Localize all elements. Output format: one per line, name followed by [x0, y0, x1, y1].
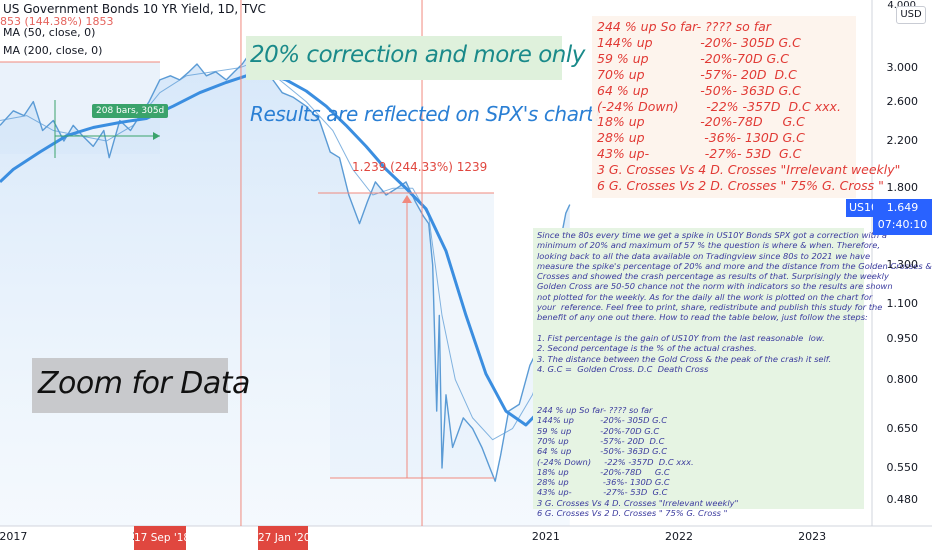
currency-badge[interactable]: USD: [896, 6, 926, 24]
note-line: looking back to all the data available o…: [537, 250, 871, 261]
price-tick-label: 0.550: [886, 460, 919, 474]
price-tick-label: 0.950: [886, 332, 919, 346]
zoom-text: Zoom for Data: [38, 366, 250, 401]
last-price-value: 1.649: [886, 201, 919, 214]
chart-title: US Government Bonds 10 YR Yield, 1D, TVC: [3, 2, 266, 16]
bars-label: 208 bars, 305d: [92, 104, 169, 118]
note-line: 144% up -20%- 305D G.C: [537, 415, 668, 426]
note-line: (-24% Down) -22% -357D D.C xxx.: [537, 456, 694, 467]
ma200-label: MA (200, close, 0): [3, 44, 103, 57]
note-line: 4. G.C = Golden Cross. D.C Death Cross: [537, 363, 709, 374]
headline-text: 20% correction and more only: [250, 42, 585, 68]
note-box[interactable]: [533, 228, 864, 509]
red-list-line: 3 G. Crosses Vs 4 D. Crosses "Irrelevant…: [597, 162, 901, 178]
note-line: [537, 395, 932, 405]
time-tick-label: 2022: [664, 530, 693, 543]
date-badge-1-text: 17 Sep '18: [134, 532, 191, 544]
note-line: 59 % up -20%-70D G.C: [537, 425, 660, 436]
note-line: 3. The distance between the Gold Cross &…: [537, 353, 832, 364]
price-tick-label: 0.800: [886, 372, 919, 386]
red-list-line: 144% up -20%- 305D G.C: [597, 34, 801, 50]
price-tick-label: 1.800: [886, 181, 919, 195]
price-tick-label: 1.300: [886, 258, 919, 272]
red-list-line: 28% up -36%- 130D G.C: [597, 130, 805, 146]
time-tick-label: 2023: [798, 530, 827, 543]
note-line: 70% up -57%- 20D D.C: [537, 435, 665, 446]
date-badge-2: 27 Jan '20: [258, 526, 311, 550]
red-list: 244 % up So far- ???? so far 144% up -20%…: [597, 19, 900, 194]
red-list-line: 18% up -20%-78D G.C: [597, 114, 805, 130]
note-line: Golden Cross are 50-50 chance not the no…: [537, 281, 893, 292]
ma50-value: 853 (144.38%) 1853: [0, 15, 114, 28]
time-tick-label: 2021: [531, 530, 560, 543]
red-list-line: 64 % up -50%- 363D G.C: [597, 82, 801, 98]
red-list-line: 244 % up So far- ???? so far: [597, 19, 771, 34]
note-line: 28% up -36%- 130D G.C: [537, 477, 670, 488]
note-line: benefit of any one out there. How to rea…: [537, 312, 868, 323]
date-badge-2-text: 27 Jan '20: [258, 532, 311, 544]
price-tick-label: 1.100: [886, 297, 919, 311]
note-line: minimum of 20% and maximum of 57 % the q…: [537, 240, 880, 251]
red-list-line: 6 G. Crosses Vs 2 D. Crosses " 75% G. Cr…: [597, 178, 884, 194]
note-line: 43% up- -27%- 53D G.C: [537, 487, 668, 498]
note-line: measure the spike's percentage of 20% an…: [537, 260, 932, 271]
note-line: 18% up -20%-78D G.C: [537, 466, 670, 477]
note-line: Crosses and showed the crash percentage …: [537, 271, 889, 282]
note-line: 3 G. Crosses Vs 4 D. Crosses "Irrelevant…: [537, 497, 739, 508]
last-price-label[interactable]: 1.649 07:40:10: [873, 199, 932, 235]
red-list-box[interactable]: [592, 16, 856, 198]
note-line: [537, 384, 932, 394]
price-tick-label: 0.650: [886, 421, 919, 435]
note-line: 244 % up So far- ???? so far: [537, 405, 653, 416]
note-line: [537, 323, 932, 333]
red-list-line: 59 % up -20%-70D G.C: [597, 50, 789, 66]
price-axis-panel[interactable]: [872, 0, 932, 526]
note-line: your reference. Feel free to print, shar…: [537, 302, 883, 313]
subheadline-text[interactable]: Results are reflected on SPX's chart!: [250, 102, 602, 126]
red-list-line: (-24% Down) -22% -357D D.C xxx.: [597, 98, 841, 114]
price-tick-label: 2.200: [886, 133, 919, 147]
note-line: 1. Fist percentage is the gain of US10Y …: [537, 332, 825, 343]
note-line: not plotted for the weekly. As for the d…: [537, 291, 873, 302]
headline-box[interactable]: [246, 36, 562, 80]
measure-arrow-head: [402, 195, 412, 203]
note-text: Since the 80s every time we get a spike …: [537, 230, 932, 518]
currency-text: USD: [900, 9, 922, 20]
ma50-label: MA (50, close, 0): [3, 26, 96, 39]
date-badge-1: 17 Sep '18: [134, 526, 190, 550]
price-series-line: [0, 51, 571, 482]
note-line: [537, 374, 932, 384]
time-tick-label: 2017: [0, 530, 28, 543]
zoom-box[interactable]: [32, 358, 228, 413]
price-tick-label: 3.000: [886, 60, 919, 74]
price-tick-label: 0.480: [886, 493, 919, 507]
price-tick-label: 2.600: [886, 94, 919, 108]
note-line: 64 % up -50%- 363D G.C: [537, 446, 668, 457]
red-list-line: 43% up- -27%- 53D G.C: [597, 146, 802, 162]
bars-arrow-head: [153, 132, 160, 140]
price-axis-top: 4.000: [887, 0, 916, 11]
red-list-line: 70% up -57%- 20D D.C: [597, 66, 797, 82]
ma200-legend[interactable]: MA (200, close, 0): [3, 44, 102, 57]
ma50-legend[interactable]: MA (50, close, 0): [3, 26, 95, 39]
ma50-line: [0, 59, 571, 441]
ma200-line: [0, 72, 572, 427]
measure-label: 1.239 (244.33%) 1239: [352, 160, 488, 174]
note-line: Since the 80s every time we get a spike …: [537, 230, 887, 240]
countdown-value: 07:40:10: [877, 218, 928, 231]
bars-label-text: 208 bars, 305d: [96, 106, 165, 116]
note-line: 6 G. Crosses Vs 2 D. Crosses " 75% G. Cr…: [537, 508, 728, 519]
note-line: 2. Second percentage is the % of the act…: [537, 343, 757, 354]
